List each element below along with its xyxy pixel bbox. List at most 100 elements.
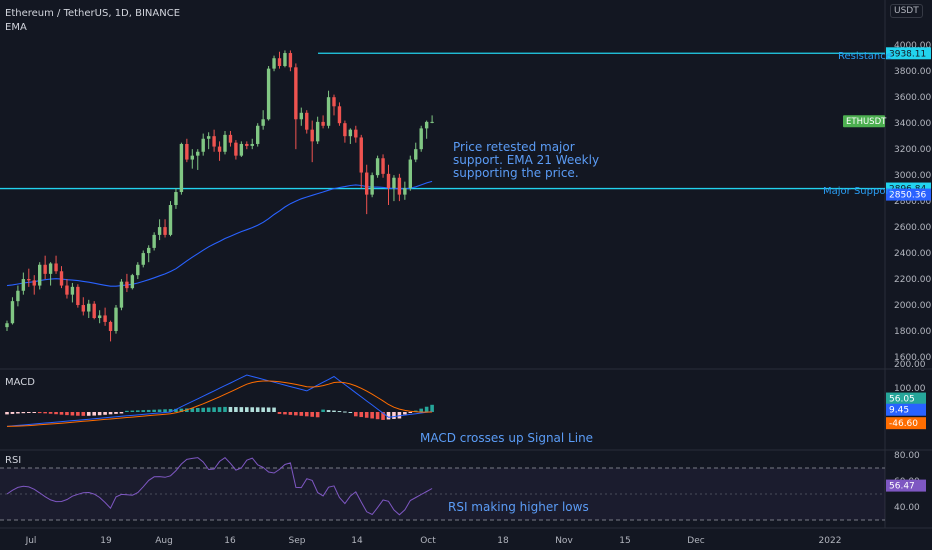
candle-body [54,263,58,272]
macd-histogram-bar [48,412,53,414]
candle-body [250,143,254,146]
candle-body [201,138,205,152]
candle-body [430,121,434,123]
macd-price-tag [886,403,926,416]
macd-histogram-bar [424,406,429,412]
macd-histogram-bar [310,412,314,417]
symbol-tag [843,115,885,128]
macd-histogram-bar [332,410,336,412]
rsi-price-tag [886,479,926,492]
price-tick-label: 1600.00 [894,353,931,363]
resistance-label: Resistance [838,51,892,62]
macd-price-tag-text: 9.45 [889,406,909,416]
macd-histogram-bar [136,410,140,412]
candle-body [48,263,53,274]
price-tick-label: 3200.00 [894,145,931,155]
macd-histogram-bar [234,407,238,412]
candle-body [392,177,396,189]
macd-histogram-bar [70,412,75,416]
macd-price-tag [886,417,926,430]
macd-histogram-bar [190,408,195,412]
macd-histogram-bar [59,412,64,415]
macd-histogram-bar [86,412,91,416]
macd-histogram-bar [326,410,331,412]
macd-histogram-bar [228,406,233,412]
time-tick-label: Aug [155,536,173,546]
candle-body [228,134,233,143]
macd-histogram-bar [223,406,227,412]
macd-histogram-bar [195,407,200,412]
time-tick-label: Nov [555,536,573,546]
macd-histogram-bar [168,409,173,412]
macd-histogram-bar [81,412,86,416]
candle-body [125,281,129,289]
time-tick-label: 19 [100,536,112,546]
macd-price-tag-text: -46.60 [889,419,918,429]
candle-body [386,173,391,189]
macd-histogram-bar [21,412,26,414]
macd-histogram-bar [337,411,342,413]
candle-body [59,271,64,286]
macd-histogram-bar [5,412,9,415]
price-tick-label: 3600.00 [894,93,931,103]
price-tick-label: 4000.00 [894,41,931,51]
macd-tick-label: 100.00 [894,384,926,394]
candle-body [130,275,135,289]
macd-histogram-bar [381,412,385,420]
candle-body [179,143,184,193]
macd-histogram-bar [359,412,364,418]
candle-body [305,112,309,130]
candle-body [190,155,194,160]
time-tick-label: Oct [420,536,436,546]
candle-body [168,205,173,235]
price-tick-label: 2800.00 [894,197,931,207]
candle-body [299,112,303,120]
price-tick-label: 2200.00 [894,275,931,285]
price-tick-label: 2600.00 [894,223,931,233]
macd-histogram-bar [125,410,129,412]
currency-button[interactable]: USDT [890,4,923,18]
macd-histogram-bar [206,407,211,412]
macd-histogram-bar [174,408,178,412]
ema-legend[interactable]: EMA [5,22,27,33]
macd-histogram-bar [97,412,102,416]
candle-body [38,264,42,286]
macd-histogram-bar [315,412,320,418]
price-note: Price retested major support. EMA 21 Wee… [453,141,599,180]
macd-histogram-bar [419,408,423,412]
time-tick-label: Dec [687,536,704,546]
candle-body [196,151,200,156]
candle-body [87,303,91,312]
candle-body [119,281,124,308]
price-tick-label: 3400.00 [894,119,931,129]
macd-histogram-bar [157,409,162,412]
rsi-pane-title: RSI [5,455,22,466]
candle-body [136,264,140,276]
candle-body [92,303,96,319]
macd-price-tag [886,392,926,405]
candle-body [381,158,385,174]
rsi-tick-label: 80.00 [894,451,920,461]
candle-body [277,58,282,67]
macd-histogram-bar [364,412,369,418]
macd-histogram-bar [152,409,156,412]
macd-histogram-bar [413,410,418,412]
candle-body [375,158,380,176]
macd-histogram-bar [255,407,260,412]
macd-histogram-bar [299,412,304,416]
candle-body [359,137,363,173]
price-tick-label: 2000.00 [894,301,931,311]
macd-histogram-bar [392,412,396,419]
support-label: Major Support [823,186,894,197]
macd-histogram-bar [212,407,216,412]
price-note-line3: supporting the price. [453,166,579,180]
candle-body [256,125,260,144]
candle-body [212,136,216,147]
macd-histogram-bar [114,412,118,414]
macd-histogram-bar [343,411,347,413]
macd-histogram-bar [375,412,380,420]
candle-body [108,321,113,332]
rsi-tick-label: 40.00 [894,503,920,513]
price-note-line1: Price retested major [453,140,575,154]
